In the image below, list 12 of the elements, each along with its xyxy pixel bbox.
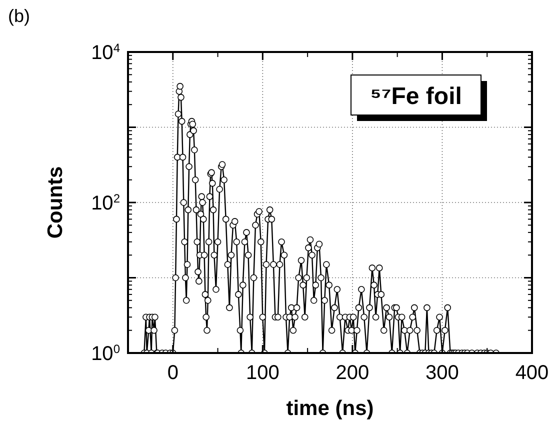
x-tick-label: 100: [246, 362, 280, 384]
x-tick-label: 400: [515, 362, 549, 384]
x-tick-label: 300: [426, 362, 459, 384]
y-tick-label: 10$^{4}$: [91, 41, 120, 64]
x-axis-title: time (ns): [286, 397, 374, 420]
x-tick-label: 0: [167, 362, 178, 384]
annotation: ⁵⁷Fe foil: [370, 83, 462, 110]
y-tick-label: 10$^{2}$: [91, 192, 120, 214]
y-axis-title: Counts: [44, 166, 67, 239]
y-tick-label: 10$^{0}$: [91, 342, 120, 365]
chart-title: (b): [8, 6, 30, 26]
x-tick-label: 200: [336, 362, 370, 384]
